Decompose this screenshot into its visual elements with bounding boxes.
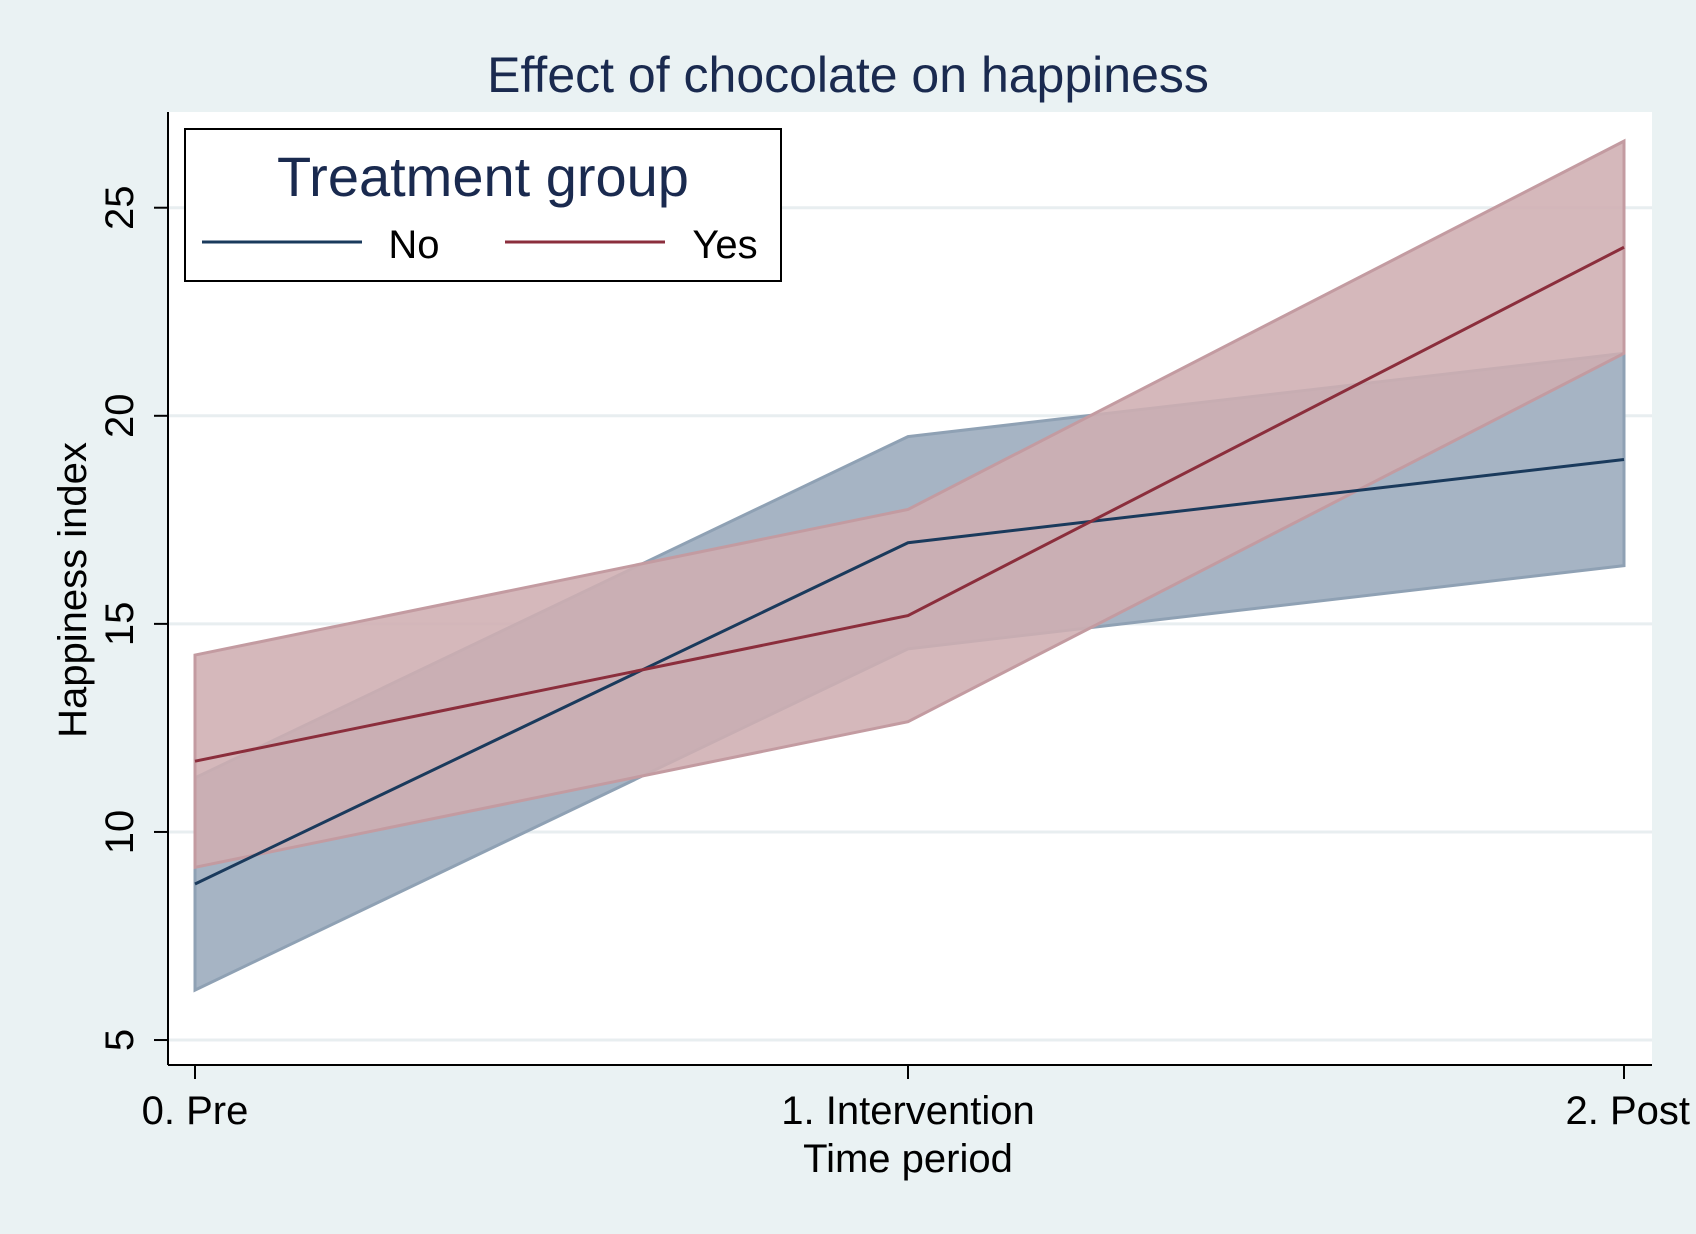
x-tick-label: 1. Intervention [781,1089,1035,1133]
y-tick-label: 20 [98,394,142,439]
legend-box [184,128,782,282]
y-ticks: 5 10 15 20 25 [98,185,168,1051]
x-tick-label: 0. Pre [142,1089,249,1133]
x-tick-label: 2. Post [1565,1089,1690,1133]
legend-items: No Yes [202,223,758,267]
y-tick-label: 5 [98,1029,142,1051]
chart-title: Effect of chocolate on happiness [487,47,1209,103]
legend-label-no: No [388,223,439,267]
confidence-bands [193,138,1626,993]
series-line-yes [194,245,1625,763]
legend-label-yes: Yes [692,223,757,267]
confidence-band-yes [193,138,1626,870]
legend: Treatment group No Yes [184,128,782,282]
series-line-no [194,458,1625,886]
series-lines [194,245,1625,886]
x-ticks: 0. Pre 1. Intervention 2. Post [142,1065,1690,1133]
y-tick-label: 25 [98,185,142,230]
y-axis-title: Happiness index [51,442,95,738]
y-tick-label: 15 [98,602,142,647]
y-tick-label: 10 [98,810,142,855]
x-axis-title: Time period [803,1137,1013,1181]
axes [167,112,1652,1066]
legend-title: Treatment group [277,145,689,208]
